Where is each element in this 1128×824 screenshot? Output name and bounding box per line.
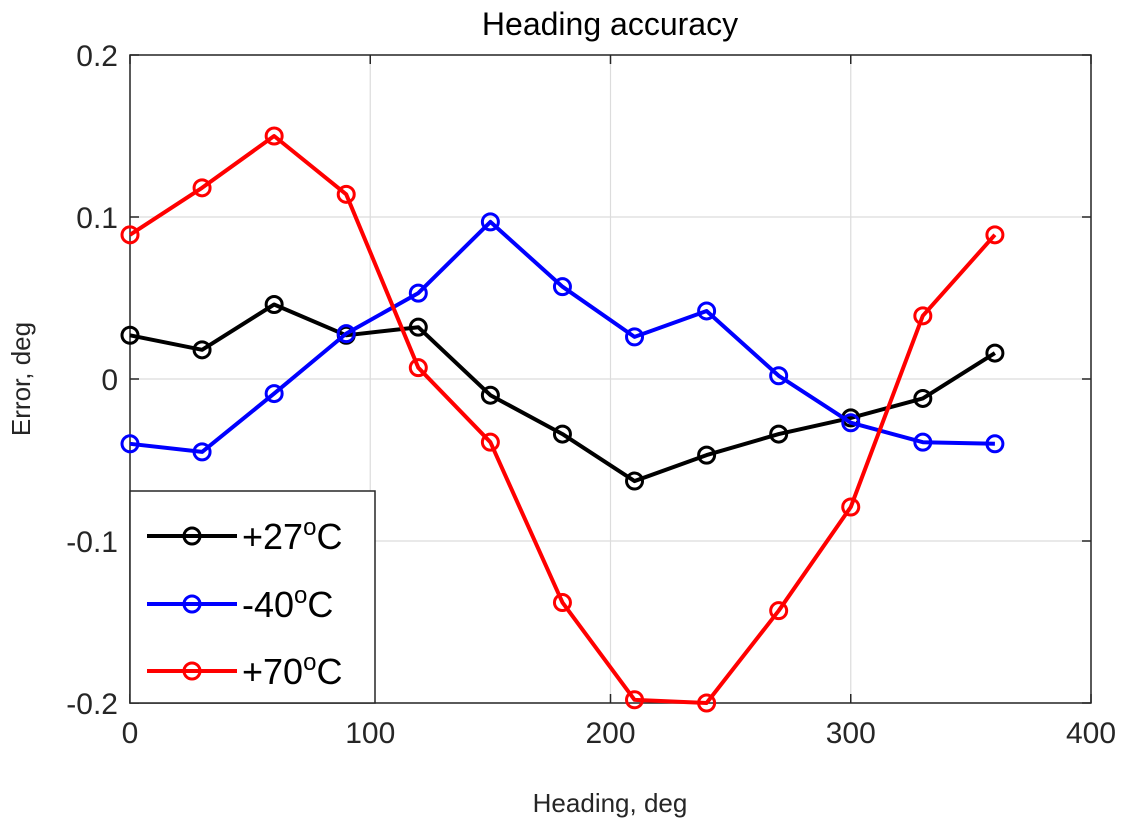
legend-entry-2: +70oC (147, 649, 342, 692)
data-point (480, 385, 500, 405)
data-point (841, 413, 861, 433)
data-point (985, 343, 1005, 363)
data-point (841, 497, 861, 517)
y-axis: -0.2 -0.1 0 0.1 0.2 (66, 40, 1091, 721)
data-point (120, 325, 140, 345)
series-2 (120, 126, 1005, 713)
legend-label-unit: C (316, 651, 342, 692)
x-tick-label: 200 (585, 717, 635, 750)
chart-title: Heading accuracy (482, 6, 738, 42)
data-point (264, 294, 284, 314)
data-point (120, 434, 140, 454)
data-point (769, 424, 789, 444)
data-point (408, 358, 428, 378)
y-axis-title: Error, deg (6, 322, 36, 436)
x-axis-title: Heading, deg (533, 788, 688, 818)
data-point (480, 212, 500, 232)
y-tick-label: 0.2 (76, 40, 118, 73)
data-point (697, 445, 717, 465)
legend-marker (182, 526, 202, 546)
legend-entry-1: -40oC (147, 582, 333, 625)
data-point (192, 178, 212, 198)
data-point (985, 434, 1005, 454)
data-point (913, 432, 933, 452)
data-point (625, 471, 645, 491)
legend-label-degree: o (303, 514, 316, 541)
series-0 (120, 294, 1005, 491)
data-point (913, 388, 933, 408)
data-point (336, 184, 356, 204)
legend-box (129, 490, 376, 704)
legend-marker (182, 594, 202, 614)
data-point (913, 306, 933, 326)
x-tick-label: 400 (1066, 717, 1116, 750)
legend-label: +70oC (242, 649, 342, 692)
x-tick-label: 100 (345, 717, 395, 750)
data-point (480, 432, 500, 452)
data-point (192, 442, 212, 462)
x-tick-label: 0 (122, 717, 139, 750)
legend-label: +27oC (242, 514, 342, 557)
data-point (192, 340, 212, 360)
legend-label-unit: C (307, 584, 333, 625)
y-tick-label: 0 (101, 364, 118, 397)
data-point (552, 424, 572, 444)
legend-label-unit: C (316, 516, 342, 557)
series-group (120, 126, 1005, 713)
data-point (552, 593, 572, 613)
legend-label-value: +27 (242, 516, 303, 557)
legend-label-value: +70 (242, 651, 303, 692)
data-point (120, 225, 140, 245)
data-point (985, 225, 1005, 245)
x-axis: 0 100 200 300 400 (122, 55, 1116, 750)
series-line (129, 219, 995, 454)
series-1 (120, 212, 1005, 462)
data-point (625, 327, 645, 347)
data-point (697, 693, 717, 713)
legend-label: -40oC (242, 582, 333, 625)
y-tick-label: -0.1 (66, 526, 118, 559)
data-point (625, 690, 645, 710)
legend-entry-0: +27oC (147, 514, 342, 557)
legend-label-value: -40 (242, 584, 294, 625)
legend-label-degree: o (294, 582, 307, 609)
series-line (129, 302, 996, 484)
data-point (552, 277, 572, 297)
data-point (697, 301, 717, 321)
data-point (769, 601, 789, 621)
legend-label-degree: o (303, 649, 316, 676)
legend: +27oC-40oC+70oC (129, 490, 376, 704)
data-point (769, 366, 789, 386)
data-point (408, 317, 428, 337)
legend-marker (182, 661, 202, 681)
data-point (264, 126, 284, 146)
data-point (336, 324, 356, 344)
y-tick-label: -0.2 (66, 688, 118, 721)
x-tick-label: 300 (826, 717, 876, 750)
data-point (408, 283, 428, 303)
series-line (128, 134, 997, 705)
y-tick-label: 0.1 (76, 202, 118, 235)
data-point (264, 384, 284, 404)
